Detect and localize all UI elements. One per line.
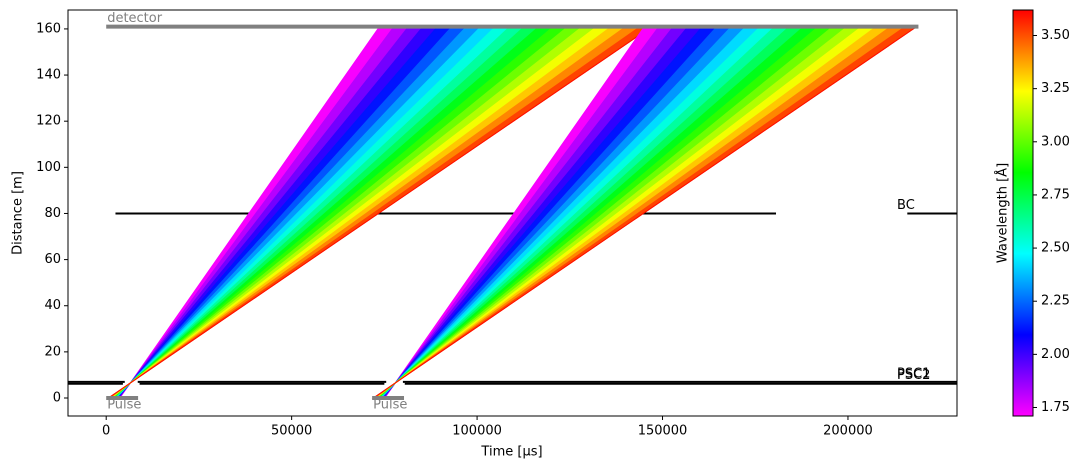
y-tick-label: 20 xyxy=(44,344,61,359)
x-tick-label: 200000 xyxy=(823,424,873,439)
y-tick-label: 120 xyxy=(36,114,61,129)
y-tick-label: 40 xyxy=(44,298,61,313)
y-tick-label: 160 xyxy=(36,21,61,36)
y-axis-label: Distance [m] xyxy=(11,171,26,255)
y-tick-label: 100 xyxy=(36,160,61,175)
colorbar-tick-label: 3.25 xyxy=(1041,81,1070,96)
y-tick-label: 140 xyxy=(36,68,61,83)
colorbar-tick-label: 2.25 xyxy=(1041,294,1070,309)
detector-label: detector xyxy=(107,11,163,26)
colorbar-tick-label: 2.00 xyxy=(1041,347,1070,362)
x-tick-label: 0 xyxy=(102,424,110,439)
x-tick-label: 100000 xyxy=(452,424,502,439)
x-axis-label: Time [µs] xyxy=(480,445,542,460)
colorbar-tick-label: 3.50 xyxy=(1041,28,1070,43)
y-tick-label: 60 xyxy=(44,252,61,267)
y-tick-label: 80 xyxy=(44,206,61,221)
x-tick-label: 150000 xyxy=(638,424,688,439)
x-tick-label: 50000 xyxy=(271,424,312,439)
colorbar-tick-label: 3.00 xyxy=(1041,134,1070,149)
colorbar xyxy=(1012,9,1034,417)
pulse-label: Pulse xyxy=(373,398,407,413)
chopper-label: PSC2 xyxy=(897,368,930,383)
chopper-label: PSC1 xyxy=(897,366,930,381)
colorbar-label: Wavelength [Å] xyxy=(995,163,1011,263)
y-tick-label: 0 xyxy=(53,391,61,406)
colorbar-tick-label: 2.75 xyxy=(1041,187,1070,202)
colorbar-tick-label: 1.75 xyxy=(1041,400,1070,415)
colorbar-tick-label: 2.50 xyxy=(1041,241,1070,256)
chopper-label: BC xyxy=(897,198,915,213)
pulse-label: Pulse xyxy=(107,398,141,413)
